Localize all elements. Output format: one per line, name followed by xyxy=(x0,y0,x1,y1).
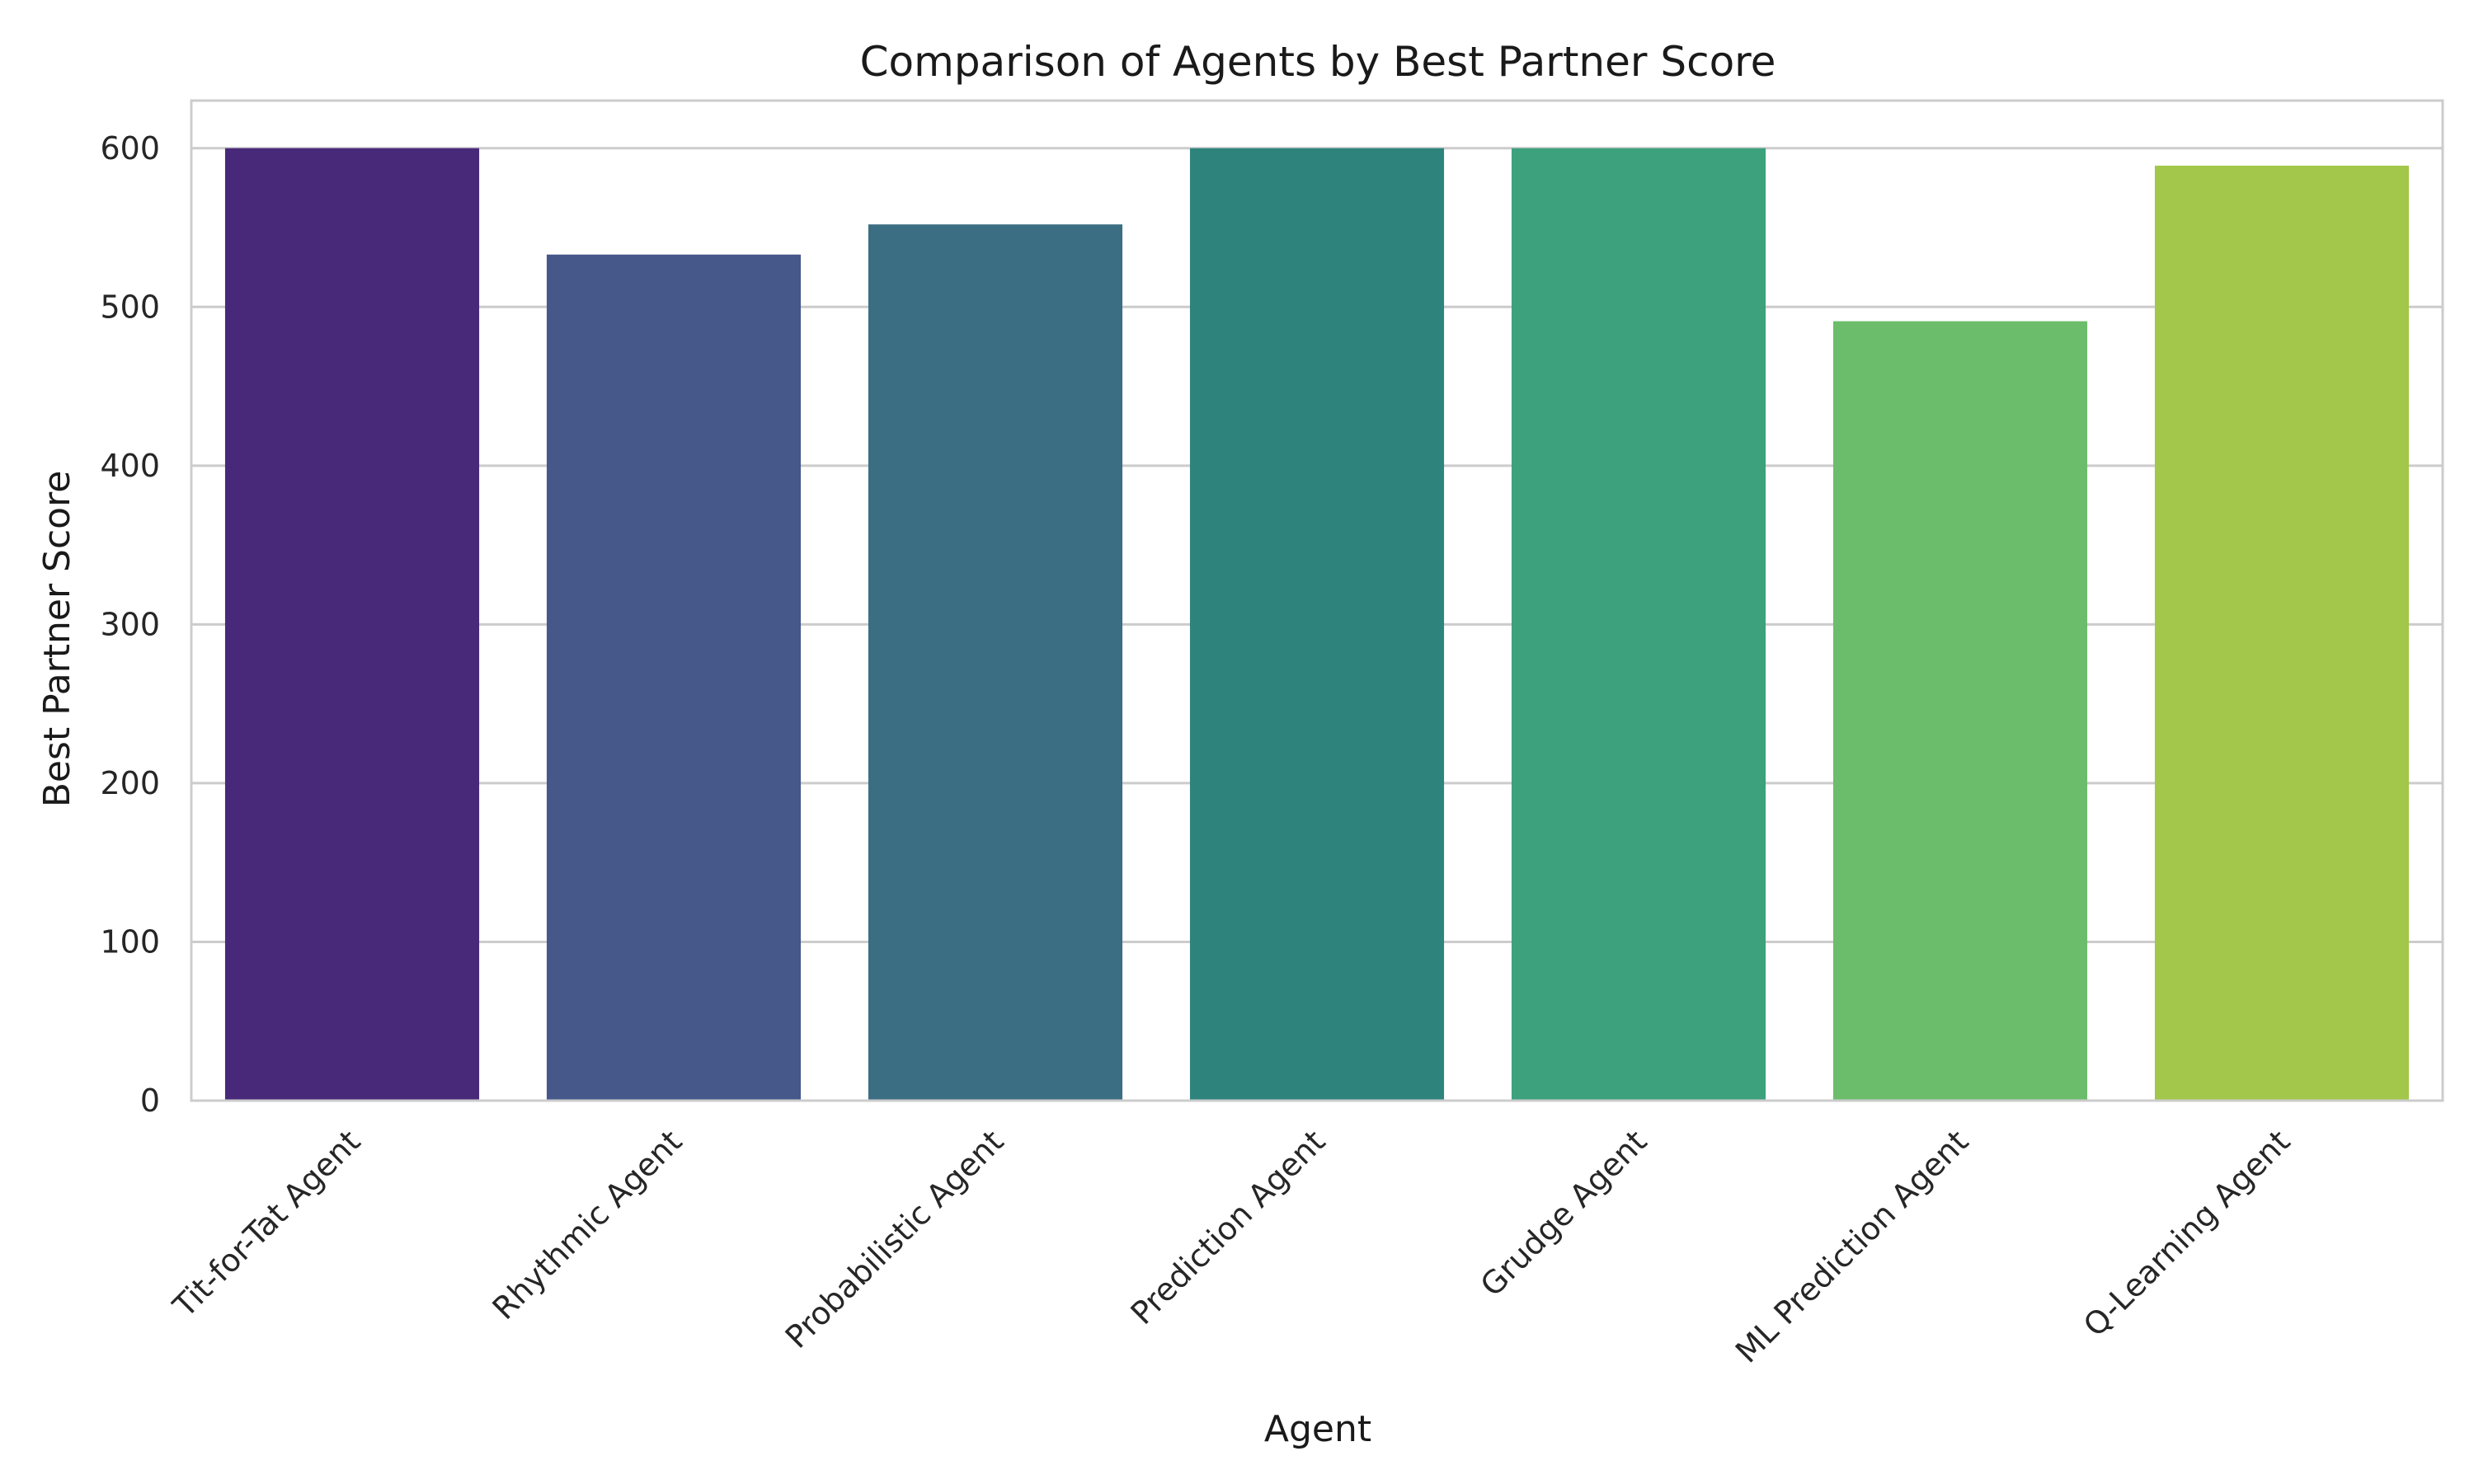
y-tick-label: 100 xyxy=(100,923,160,960)
y-tick-label: 400 xyxy=(100,448,160,484)
chart-title: Comparison of Agents by Best Partner Sco… xyxy=(860,38,1776,86)
bar-q-learning-agent xyxy=(2154,165,2410,1101)
x-tick-label: Rhythmic Agent xyxy=(486,1123,689,1327)
bar-tit-for-tat-agent xyxy=(224,148,480,1101)
y-tick-label: 600 xyxy=(100,130,160,167)
x-axis-label: Agent xyxy=(1264,1408,1371,1450)
y-tick-label: 200 xyxy=(100,765,160,801)
bars xyxy=(224,148,2410,1101)
x-tick-label: Probabilistic Agent xyxy=(778,1123,1011,1355)
x-tick-label: ML Prediction Agent xyxy=(1729,1123,1975,1369)
bar-grudge-agent xyxy=(1511,148,1766,1101)
bar-rhythmic-agent xyxy=(546,254,802,1101)
bar-ml-prediction-agent xyxy=(1832,321,2088,1101)
x-tick-label: Tit-for-Tat Agent xyxy=(166,1123,368,1325)
bar-probabilistic-agent xyxy=(868,224,1123,1101)
x-tick-label: Prediction Agent xyxy=(1124,1123,1333,1331)
x-tick-label: Grudge Agent xyxy=(1474,1123,1654,1303)
y-axis-label: Best Partner Score xyxy=(36,471,78,808)
y-tick-label: 300 xyxy=(100,606,160,642)
y-tick-label: 500 xyxy=(100,289,160,325)
y-axis-ticks: 0 100 200 300 400 500 600 xyxy=(100,130,160,1119)
bar-prediction-agent xyxy=(1189,148,1445,1101)
y-tick-label: 0 xyxy=(140,1082,160,1119)
x-tick-label: Q-Learning Agent xyxy=(2077,1123,2297,1343)
plot-frame xyxy=(190,99,2444,1102)
x-axis-ticks: Tit-for-Tat Agent Rhythmic Agent Probabili… xyxy=(166,1123,2298,1369)
